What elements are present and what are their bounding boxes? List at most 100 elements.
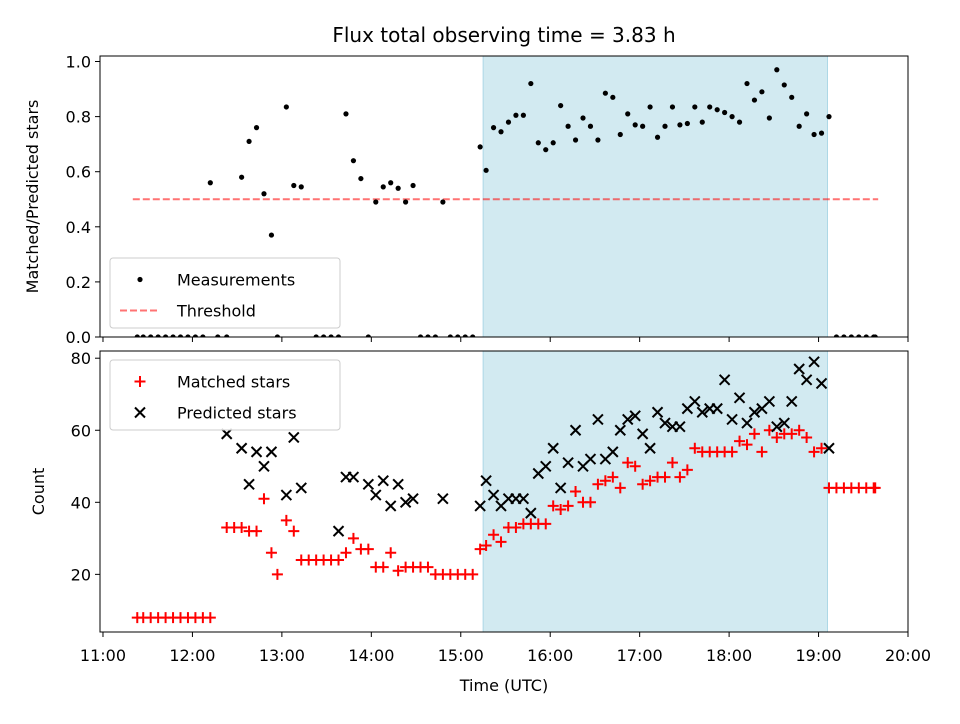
data-point [295, 482, 307, 494]
data-point [332, 525, 345, 537]
bottom-panel-star-counts: 20 40 60 80 11:00 12:00 13:00 14:00 15:00 16:00 17… [29, 349, 931, 665]
data-point [786, 428, 798, 440]
y-tick-label: 0.0 [66, 328, 91, 347]
data-point [392, 565, 404, 577]
data-point [856, 334, 862, 337]
data-point [384, 500, 397, 512]
data-point [592, 478, 604, 490]
series-measurements [134, 67, 878, 337]
data-point [674, 420, 686, 433]
data-point [736, 119, 743, 125]
data-point [741, 439, 753, 451]
y-tick-label: 80 [71, 349, 91, 368]
data-point [714, 107, 720, 113]
data-point [811, 131, 817, 138]
data-point [793, 363, 805, 375]
data-point [640, 123, 646, 129]
data-point [651, 406, 664, 418]
data-point [796, 123, 802, 129]
data-point [399, 496, 412, 509]
data-point [570, 486, 582, 497]
data-point [729, 114, 735, 120]
data-point [265, 547, 277, 559]
data-point [826, 114, 832, 120]
data-point [377, 474, 389, 487]
data-point [848, 334, 854, 337]
legend-box [109, 359, 341, 431]
legend-marker [134, 406, 146, 419]
data-point [637, 478, 649, 490]
data-point [632, 122, 638, 128]
data-point [815, 377, 828, 390]
data-point [380, 184, 386, 190]
legend-label: Predicted stars [177, 404, 297, 423]
data-point [328, 334, 334, 337]
data-point [291, 182, 297, 189]
data-point [265, 446, 278, 458]
data-point [271, 568, 283, 580]
data-point [170, 334, 176, 337]
data-point [617, 131, 623, 138]
data-point [801, 431, 813, 443]
series-predicted-stars [221, 356, 835, 537]
data-point [483, 167, 489, 173]
data-point [517, 492, 530, 505]
data-point [236, 522, 248, 534]
data-point [580, 115, 586, 121]
top-panel-matched-ratio: 0.0 0.2 0.4 0.6 0.8 1.0 Matched/Predicted star… [23, 53, 909, 347]
shaded-interval [482, 350, 828, 633]
data-point [841, 334, 847, 337]
data-point [298, 184, 304, 190]
data-point [487, 489, 500, 501]
x-tick-label: 18:00 [706, 646, 752, 665]
data-point [162, 334, 169, 337]
data-point [748, 428, 760, 440]
data-point [432, 334, 439, 337]
data-point [689, 395, 701, 408]
data-point [340, 547, 352, 559]
data-point [251, 525, 263, 537]
data-point [535, 140, 541, 146]
data-point [140, 334, 146, 337]
data-point [365, 334, 371, 337]
data-point [833, 334, 840, 337]
data-point [872, 334, 878, 337]
legend: Matched stars Predicted stars [109, 359, 341, 431]
data-point [674, 471, 686, 483]
data-point [565, 123, 571, 129]
data-point [562, 500, 574, 512]
data-point [808, 356, 820, 368]
legend-label: Measurements [177, 271, 295, 290]
data-point [592, 413, 604, 426]
data-point [258, 493, 270, 505]
data-point [602, 90, 608, 96]
data-point [520, 112, 526, 118]
data-point [134, 334, 140, 337]
y-tick-label: 1.0 [66, 53, 91, 72]
data-point [778, 417, 790, 429]
data-point [748, 406, 761, 418]
data-point [505, 119, 512, 125]
legend-label: Threshold [176, 302, 256, 321]
data-point [781, 82, 787, 88]
data-point [789, 94, 795, 100]
data-point [869, 482, 881, 494]
data-point [786, 395, 798, 408]
data-point [751, 97, 758, 103]
data-point [756, 446, 768, 458]
data-point [192, 334, 199, 337]
data-point [335, 334, 342, 337]
data-point [681, 464, 693, 476]
data-point [347, 532, 359, 544]
data-point [258, 460, 270, 472]
data-point [425, 334, 431, 337]
data-point [677, 122, 683, 128]
y-axis-label: Matched/Predicted stars [23, 100, 42, 294]
data-point [554, 482, 567, 494]
data-point [614, 482, 626, 494]
y-tick-label: 20 [71, 565, 91, 584]
shaded-interval [482, 55, 828, 338]
data-point [587, 123, 594, 129]
data-point [863, 334, 869, 337]
